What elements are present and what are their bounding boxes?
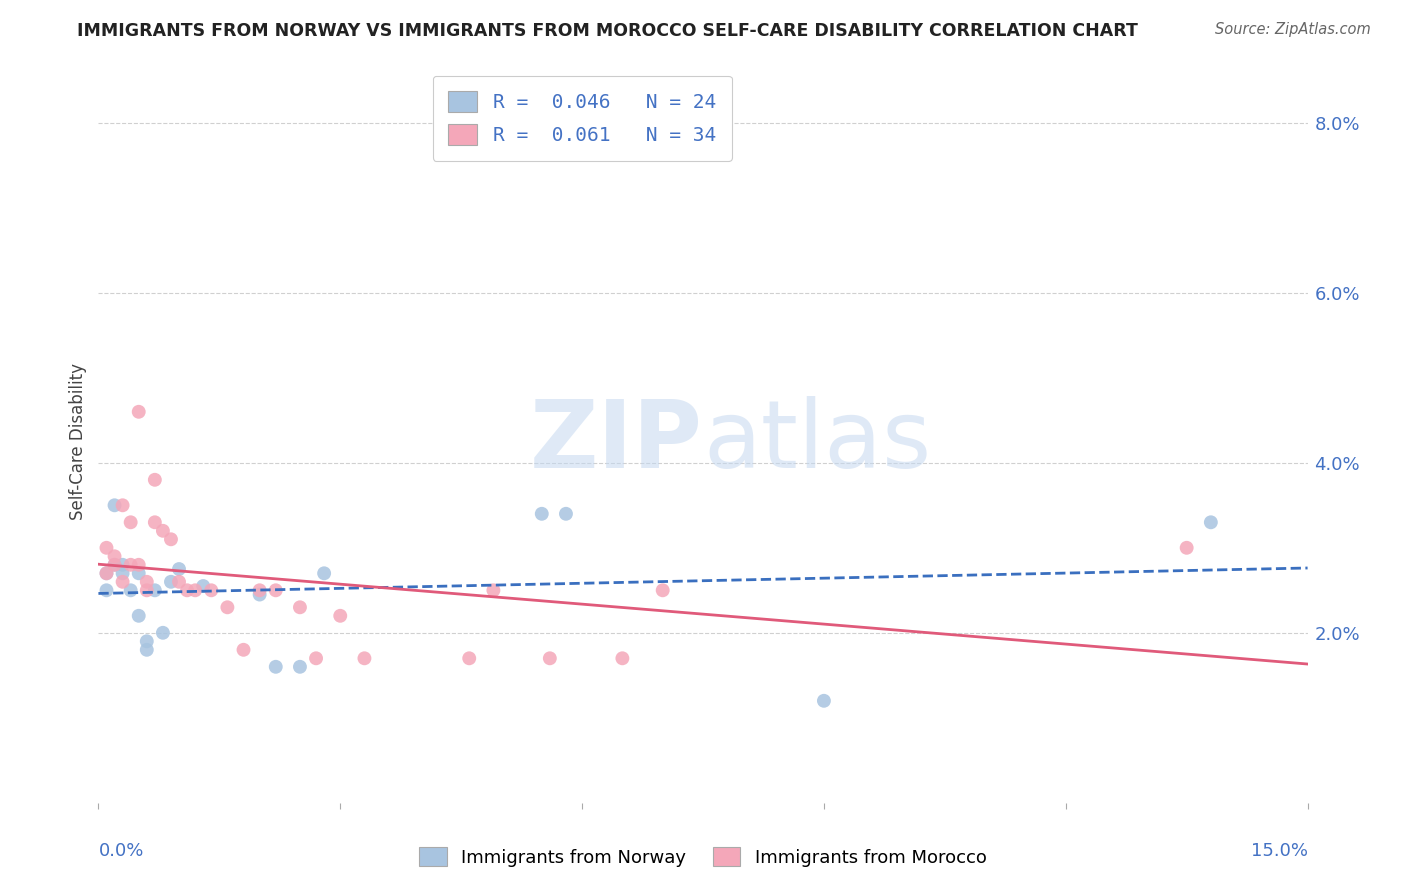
Point: [555, 507, 578, 521]
Y-axis label: Self-Care Disability: Self-Care Disability: [69, 363, 87, 520]
Point: [288, 660, 311, 674]
Point: [538, 651, 561, 665]
Point: [152, 524, 174, 538]
Point: [135, 634, 157, 648]
Point: [249, 588, 271, 602]
Text: atlas: atlas: [703, 395, 931, 488]
Point: [135, 583, 157, 598]
Point: [111, 566, 134, 581]
Point: [458, 651, 481, 665]
Point: [111, 558, 134, 572]
Point: [152, 625, 174, 640]
Point: [103, 498, 125, 512]
Point: [200, 583, 222, 598]
Point: [612, 651, 634, 665]
Point: [314, 566, 336, 581]
Legend: R =  0.046   N = 24, R =  0.061   N = 34: R = 0.046 N = 24, R = 0.061 N = 34: [433, 76, 731, 161]
Point: [143, 516, 166, 530]
Point: [96, 583, 118, 598]
Point: [103, 558, 125, 572]
Point: [160, 574, 183, 589]
Text: IMMIGRANTS FROM NORWAY VS IMMIGRANTS FROM MOROCCO SELF-CARE DISABILITY CORRELATI: IMMIGRANTS FROM NORWAY VS IMMIGRANTS FRO…: [77, 22, 1139, 40]
Point: [128, 608, 150, 623]
Point: [103, 558, 125, 572]
Text: Source: ZipAtlas.com: Source: ZipAtlas.com: [1215, 22, 1371, 37]
Point: [184, 583, 207, 598]
Point: [264, 660, 287, 674]
Point: [96, 541, 118, 555]
Point: [167, 574, 190, 589]
Point: [111, 574, 134, 589]
Point: [651, 583, 673, 598]
Text: 0.0%: 0.0%: [98, 842, 143, 860]
Point: [176, 583, 198, 598]
Point: [329, 608, 352, 623]
Point: [482, 583, 505, 598]
Point: [813, 694, 835, 708]
Text: ZIP: ZIP: [530, 395, 703, 488]
Point: [160, 533, 183, 547]
Point: [1199, 516, 1222, 530]
Point: [135, 574, 157, 589]
Point: [128, 558, 150, 572]
Point: [143, 583, 166, 598]
Point: [232, 642, 254, 657]
Point: [128, 566, 150, 581]
Point: [288, 600, 311, 615]
Point: [264, 583, 287, 598]
Point: [103, 549, 125, 564]
Point: [120, 516, 142, 530]
Point: [217, 600, 239, 615]
Point: [128, 405, 150, 419]
Point: [120, 558, 142, 572]
Point: [1175, 541, 1198, 555]
Point: [143, 473, 166, 487]
Point: [305, 651, 328, 665]
Point: [135, 642, 157, 657]
Point: [353, 651, 375, 665]
Point: [96, 566, 118, 581]
Point: [167, 562, 190, 576]
Point: [111, 498, 134, 512]
Point: [249, 583, 271, 598]
Point: [530, 507, 553, 521]
Text: 15.0%: 15.0%: [1250, 842, 1308, 860]
Legend: Immigrants from Norway, Immigrants from Morocco: Immigrants from Norway, Immigrants from …: [412, 840, 994, 874]
Point: [193, 579, 215, 593]
Point: [96, 566, 118, 581]
Point: [120, 583, 142, 598]
